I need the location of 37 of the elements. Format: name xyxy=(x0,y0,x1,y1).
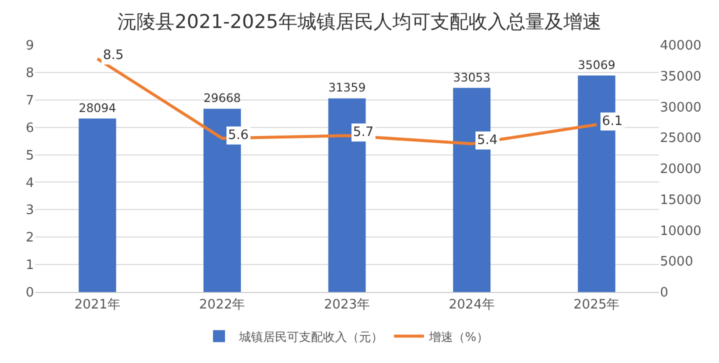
y2-tick-label: 25000 xyxy=(660,131,702,146)
y-tick-label: 2 xyxy=(26,230,34,246)
x-tick-label: 2022年 xyxy=(199,298,246,313)
y-tick-label: 8 xyxy=(26,66,34,81)
y2-tick-label: 15000 xyxy=(660,192,702,208)
data-label: 31359 xyxy=(328,80,366,95)
x-tick-label: 2023年 xyxy=(324,298,370,313)
y2-tick-label: 5000 xyxy=(660,254,694,270)
y-tick-label: 4 xyxy=(26,176,34,191)
y2-tick-label: 35000 xyxy=(660,69,702,84)
y2-tick-label: 30000 xyxy=(660,100,702,116)
y2-tick-label: 20000 xyxy=(660,162,702,178)
data-label: 33053 xyxy=(453,70,490,84)
data-label: 5.6 xyxy=(228,128,249,143)
data-label: 6.1 xyxy=(602,114,623,129)
data-label: 29668 xyxy=(204,91,241,106)
y-tick-label: 1 xyxy=(26,258,34,274)
data-label: 28094 xyxy=(78,100,116,115)
y-tick-label: 5 xyxy=(26,148,34,164)
y-tick-label: 6 xyxy=(26,120,34,136)
x-tick-label: 2021年 xyxy=(74,298,120,313)
y2-tick-label: 0 xyxy=(660,286,668,301)
legend-label: 增速（%） xyxy=(428,330,488,344)
data-label: 5.7 xyxy=(353,125,374,140)
y-tick-label: 7 xyxy=(26,93,34,108)
y-tick-label: 3 xyxy=(26,203,34,218)
y-tick-label: 9 xyxy=(26,38,34,54)
y2-tick-label: 10000 xyxy=(660,224,702,239)
y2-tick-label: 40000 xyxy=(660,38,702,54)
data-label: 5.4 xyxy=(477,133,498,148)
chart-title: 沅陵县2021-2025年城镇居民人均可支配收入总量及增速 xyxy=(118,10,602,33)
x-tick-label: 2024年 xyxy=(448,298,495,313)
data-label: 35069 xyxy=(578,58,616,72)
y-tick-label: 0 xyxy=(26,286,34,301)
x-tick-label: 2025年 xyxy=(574,298,620,313)
data-label: 8.5 xyxy=(103,48,124,63)
legend-label: 城镇居民可支配收入（元） xyxy=(238,330,383,344)
